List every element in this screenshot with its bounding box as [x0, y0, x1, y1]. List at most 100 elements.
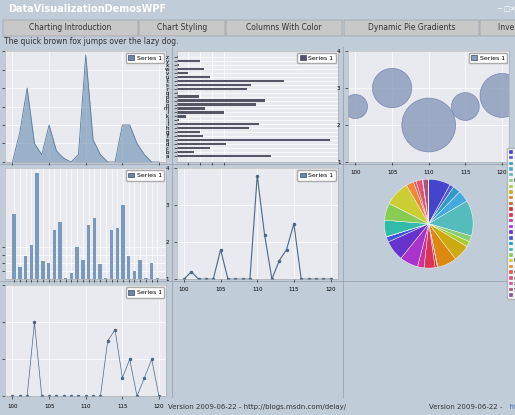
Bar — [110, 230, 113, 279]
Bar — [81, 260, 84, 279]
Bar — [18, 267, 22, 279]
Text: http://blogs.msdn.com/delay/: http://blogs.msdn.com/delay/ — [505, 404, 515, 410]
Bar — [53, 229, 56, 279]
Bar — [121, 205, 125, 279]
Bar — [177, 72, 188, 74]
Text: Inverted Axis: Inverted Axis — [498, 23, 515, 32]
Wedge shape — [423, 179, 429, 224]
Bar — [177, 56, 178, 59]
Legend: Series 1: Series 1 — [469, 53, 507, 63]
Bar — [177, 123, 260, 125]
Bar — [156, 278, 159, 279]
Point — [461, 103, 470, 110]
Wedge shape — [384, 220, 429, 237]
Bar — [98, 264, 102, 279]
Legend: Series 1: Series 1 — [297, 53, 336, 63]
Legend: Series 1: Series 1 — [297, 170, 336, 181]
Point — [498, 92, 506, 99]
FancyBboxPatch shape — [3, 20, 138, 36]
Bar — [177, 135, 202, 137]
Wedge shape — [429, 187, 460, 224]
Text: The quick brown fox jumps over the lazy dog.: The quick brown fox jumps over the lazy … — [4, 37, 179, 46]
Bar — [177, 92, 178, 94]
FancyBboxPatch shape — [139, 20, 225, 36]
Bar — [41, 261, 44, 279]
Point — [425, 122, 433, 128]
Wedge shape — [429, 224, 469, 247]
Wedge shape — [429, 224, 467, 259]
Bar — [127, 256, 130, 279]
Bar — [177, 111, 224, 114]
Point — [351, 103, 359, 110]
Wedge shape — [389, 186, 429, 224]
Bar — [177, 107, 205, 110]
Bar — [177, 154, 271, 157]
Wedge shape — [418, 224, 429, 268]
Bar — [177, 103, 256, 106]
Bar — [30, 245, 33, 279]
Wedge shape — [429, 192, 467, 224]
Wedge shape — [386, 224, 429, 242]
Bar — [177, 143, 226, 145]
Wedge shape — [388, 224, 429, 258]
Wedge shape — [429, 224, 471, 242]
Bar — [70, 273, 73, 279]
Legend: Series 1: Series 1 — [126, 53, 164, 63]
Bar — [104, 278, 108, 279]
Wedge shape — [429, 224, 437, 268]
Bar — [177, 80, 284, 82]
Bar — [177, 88, 248, 90]
Legend: Series 1: Series 1 — [126, 170, 164, 181]
FancyBboxPatch shape — [226, 20, 342, 36]
Wedge shape — [424, 224, 435, 268]
Bar — [177, 119, 179, 122]
Bar — [58, 222, 62, 279]
Bar — [177, 84, 251, 86]
Wedge shape — [429, 185, 454, 224]
Bar — [87, 225, 90, 279]
Text: Chart Styling: Chart Styling — [157, 23, 207, 32]
Bar — [177, 95, 199, 98]
Bar — [64, 278, 67, 279]
Bar — [177, 115, 186, 117]
Wedge shape — [416, 180, 429, 224]
Text: Version 2009-06-22 -: Version 2009-06-22 - — [429, 404, 505, 410]
Wedge shape — [414, 181, 429, 224]
Bar — [177, 151, 194, 153]
Bar — [177, 68, 204, 70]
Bar — [36, 173, 39, 279]
Bar — [93, 218, 96, 279]
Bar — [139, 261, 142, 279]
Wedge shape — [386, 224, 429, 237]
Point — [388, 85, 396, 91]
Wedge shape — [429, 224, 438, 267]
Text: DataVisualizationDemosWPF: DataVisualizationDemosWPF — [8, 4, 166, 15]
Bar — [177, 139, 330, 141]
Bar — [115, 228, 119, 279]
Text: Columns With Color: Columns With Color — [247, 23, 322, 32]
Bar — [47, 263, 50, 279]
Text: ✕: ✕ — [509, 6, 515, 12]
Legend: a, b, c, d, e, f, g, h, i, j, k, l, m, n, o, p, q, r, s, t, u, v, w, x, y, z: a, b, c, d, e, f, g, h, i, j, k, l, m, n… — [507, 148, 515, 299]
Wedge shape — [406, 182, 429, 224]
Bar — [177, 76, 210, 78]
Wedge shape — [429, 224, 455, 267]
Wedge shape — [429, 201, 473, 236]
Bar — [177, 60, 200, 62]
Bar — [133, 271, 136, 279]
FancyBboxPatch shape — [344, 20, 479, 36]
Bar — [177, 64, 179, 66]
Text: Version 2009-06-22 - http://blogs.msdn.com/delay/: Version 2009-06-22 - http://blogs.msdn.c… — [168, 404, 347, 410]
Text: □: □ — [503, 6, 510, 12]
Bar — [177, 131, 200, 133]
Bar — [177, 146, 210, 149]
Text: Charting Introduction: Charting Introduction — [29, 23, 111, 32]
Bar — [177, 127, 249, 129]
Bar — [12, 214, 16, 279]
Wedge shape — [422, 180, 429, 224]
Wedge shape — [401, 224, 429, 266]
FancyBboxPatch shape — [480, 20, 515, 36]
Legend: Series 1: Series 1 — [126, 287, 164, 298]
Bar — [144, 278, 148, 279]
Text: ─: ─ — [497, 6, 501, 12]
